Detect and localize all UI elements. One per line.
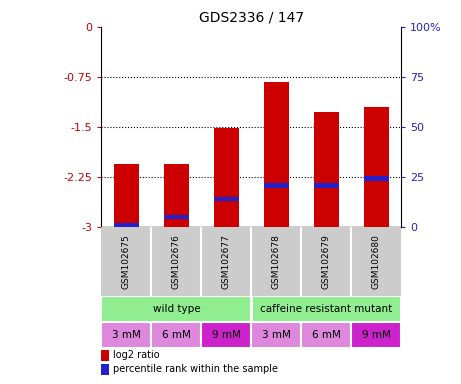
Bar [251, 322, 301, 348]
Bar [214, 128, 239, 227]
Text: GSM102678: GSM102678 [272, 234, 281, 289]
Bar [114, 164, 139, 227]
Bar [101, 349, 109, 361]
Bar [251, 296, 401, 322]
Title: GDS2336 / 147: GDS2336 / 147 [199, 10, 304, 24]
Bar [201, 322, 251, 348]
Bar [164, 215, 189, 219]
Text: wild type: wild type [153, 304, 200, 314]
Text: 6 mM: 6 mM [312, 330, 341, 340]
Bar [351, 322, 401, 348]
Text: 9 mM: 9 mM [212, 330, 241, 340]
Bar [101, 296, 251, 322]
Bar [214, 197, 239, 201]
Bar [151, 322, 201, 348]
Text: log2 ratio: log2 ratio [113, 350, 160, 360]
Text: GSM102675: GSM102675 [122, 234, 131, 289]
Bar [101, 322, 151, 348]
Text: 3 mM: 3 mM [262, 330, 290, 340]
Bar [264, 81, 289, 227]
Text: percentile rank within the sample: percentile rank within the sample [113, 364, 278, 374]
Bar [114, 223, 139, 227]
Bar [364, 176, 389, 180]
Text: GSM102676: GSM102676 [172, 234, 181, 289]
Text: 6 mM: 6 mM [162, 330, 191, 340]
Bar [101, 364, 109, 375]
Bar [264, 183, 289, 188]
Text: 9 mM: 9 mM [362, 330, 390, 340]
Bar [313, 112, 339, 227]
Text: 3 mM: 3 mM [112, 330, 141, 340]
Bar [364, 107, 389, 227]
Text: GSM102679: GSM102679 [322, 234, 331, 289]
Text: GSM102680: GSM102680 [372, 234, 381, 289]
Text: GSM102677: GSM102677 [222, 234, 231, 289]
Bar [313, 183, 339, 188]
Bar [164, 164, 189, 227]
Bar [301, 322, 351, 348]
Text: caffeine resistant mutant: caffeine resistant mutant [260, 304, 392, 314]
